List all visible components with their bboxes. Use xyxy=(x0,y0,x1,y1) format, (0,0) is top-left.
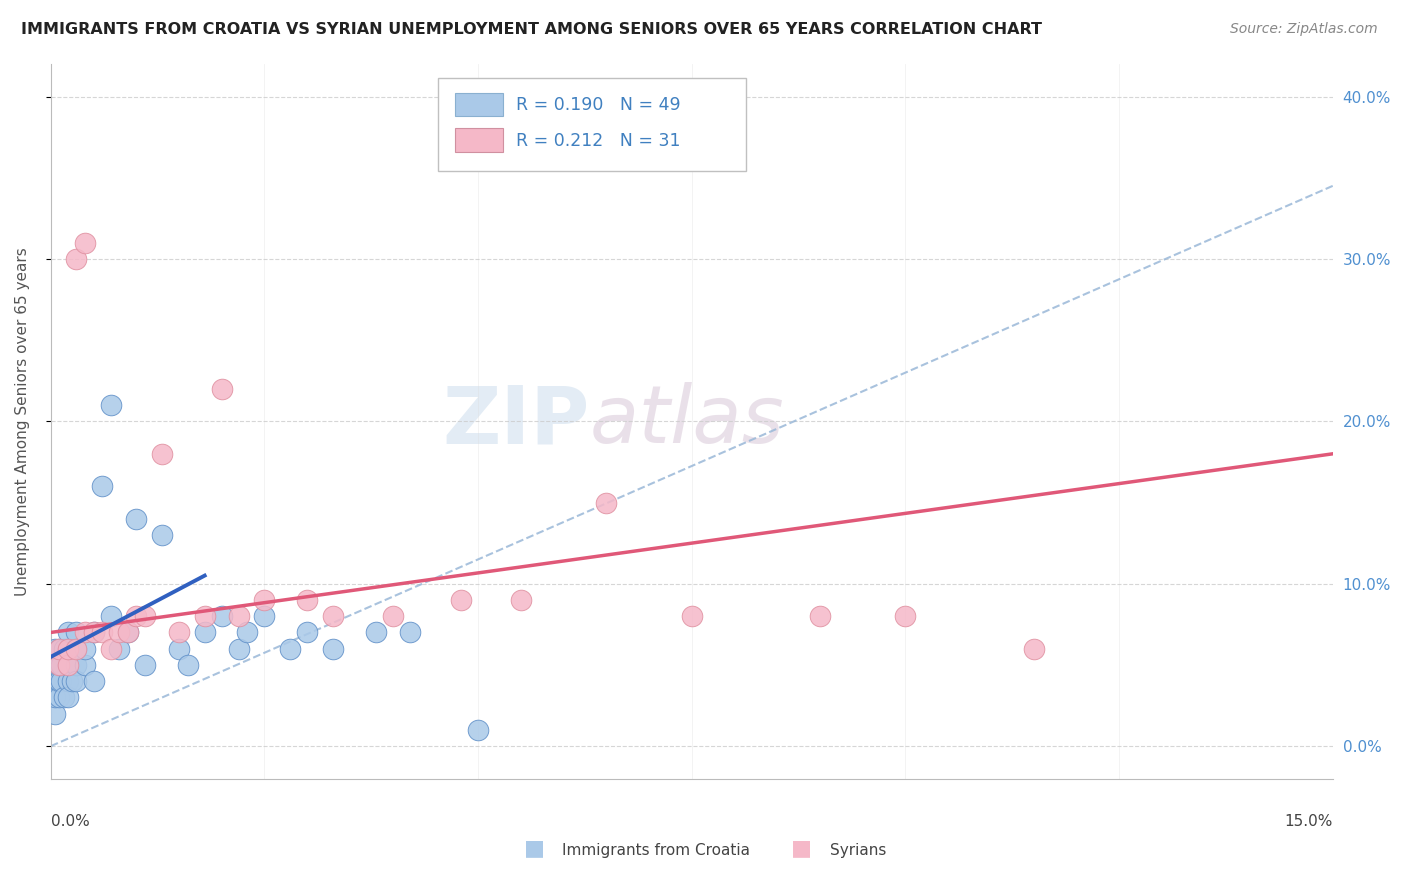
Point xyxy=(65,641,87,656)
Point xyxy=(46,674,69,689)
Point xyxy=(73,641,96,656)
Point xyxy=(48,674,70,689)
Point xyxy=(83,625,105,640)
Point xyxy=(194,625,217,640)
Point xyxy=(48,690,70,705)
Point xyxy=(176,657,198,672)
Point xyxy=(73,657,96,672)
Text: atlas: atlas xyxy=(589,383,785,460)
Point xyxy=(44,657,66,672)
Point xyxy=(894,609,917,624)
Point xyxy=(52,641,75,656)
Point xyxy=(44,706,66,721)
Point xyxy=(73,625,96,640)
Text: ZIP: ZIP xyxy=(441,383,589,460)
Text: 15.0%: 15.0% xyxy=(1285,814,1333,830)
Text: IMMIGRANTS FROM CROATIA VS SYRIAN UNEMPLOYMENT AMONG SENIORS OVER 65 YEARS CORRE: IMMIGRANTS FROM CROATIA VS SYRIAN UNEMPL… xyxy=(21,22,1042,37)
FancyBboxPatch shape xyxy=(439,78,745,171)
Point xyxy=(134,657,156,672)
Point xyxy=(167,625,190,640)
Point xyxy=(44,690,66,705)
Point xyxy=(211,382,233,396)
Point xyxy=(364,625,387,640)
Point xyxy=(65,674,87,689)
Text: R = 0.190   N = 49: R = 0.190 N = 49 xyxy=(516,95,681,114)
Point xyxy=(297,593,319,607)
Point xyxy=(100,398,122,412)
Text: Source: ZipAtlas.com: Source: ZipAtlas.com xyxy=(1230,22,1378,37)
Point xyxy=(65,657,87,672)
Point xyxy=(134,609,156,624)
Point xyxy=(56,657,79,672)
Point xyxy=(467,723,489,737)
Text: ■: ■ xyxy=(524,838,544,858)
Point xyxy=(297,625,319,640)
Point xyxy=(100,641,122,656)
Point xyxy=(253,609,276,624)
Point xyxy=(60,674,83,689)
Text: ■: ■ xyxy=(792,838,811,858)
Point xyxy=(52,690,75,705)
Point xyxy=(91,625,114,640)
Text: Syrians: Syrians xyxy=(830,843,886,858)
Point xyxy=(381,609,404,624)
Point xyxy=(211,609,233,624)
Point xyxy=(48,657,70,672)
Point xyxy=(117,625,139,640)
Point xyxy=(65,625,87,640)
Point xyxy=(125,512,148,526)
Point xyxy=(808,609,831,624)
Point xyxy=(398,625,420,640)
Point xyxy=(48,657,70,672)
Y-axis label: Unemployment Among Seniors over 65 years: Unemployment Among Seniors over 65 years xyxy=(15,247,30,596)
Text: R = 0.212   N = 31: R = 0.212 N = 31 xyxy=(516,131,681,150)
Point xyxy=(56,690,79,705)
Point xyxy=(595,495,617,509)
Point xyxy=(108,625,131,640)
Point xyxy=(49,674,72,689)
Point xyxy=(73,235,96,250)
Point xyxy=(150,447,173,461)
Point xyxy=(65,252,87,266)
Point xyxy=(83,674,105,689)
Point xyxy=(56,641,79,656)
Point xyxy=(322,609,344,624)
Point xyxy=(228,641,250,656)
Bar xyxy=(454,93,503,116)
Point xyxy=(49,657,72,672)
Point xyxy=(278,641,301,656)
Point xyxy=(44,674,66,689)
Point xyxy=(100,609,122,624)
Point xyxy=(450,593,472,607)
Point xyxy=(681,609,703,624)
Point xyxy=(236,625,259,640)
Point xyxy=(91,479,114,493)
Point xyxy=(56,625,79,640)
Point xyxy=(1022,641,1045,656)
Point xyxy=(167,641,190,656)
Point xyxy=(509,593,531,607)
Point xyxy=(253,593,276,607)
Point xyxy=(117,625,139,640)
Text: Immigrants from Croatia: Immigrants from Croatia xyxy=(562,843,751,858)
Point xyxy=(83,625,105,640)
Point xyxy=(48,641,70,656)
Bar xyxy=(454,128,503,152)
Point xyxy=(56,641,79,656)
Point xyxy=(48,641,70,656)
Point xyxy=(322,641,344,656)
Point xyxy=(56,657,79,672)
Point xyxy=(108,641,131,656)
Point xyxy=(56,674,79,689)
Point xyxy=(125,609,148,624)
Point xyxy=(228,609,250,624)
Text: 0.0%: 0.0% xyxy=(51,814,90,830)
Point xyxy=(65,641,87,656)
Point xyxy=(150,528,173,542)
Point xyxy=(194,609,217,624)
Point xyxy=(44,641,66,656)
